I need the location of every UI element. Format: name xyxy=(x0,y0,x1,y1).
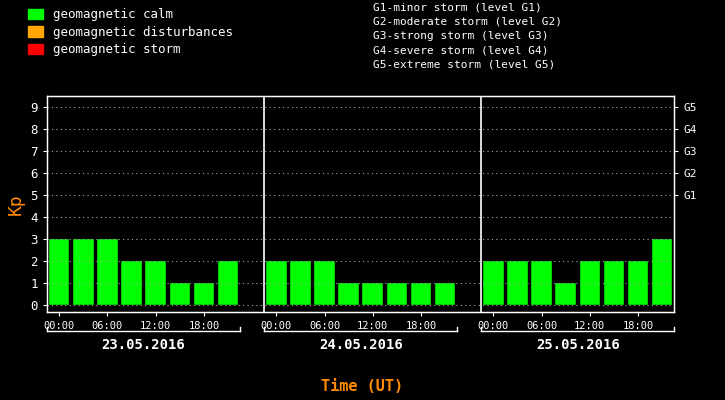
Bar xyxy=(362,283,383,305)
Bar xyxy=(73,239,94,305)
Y-axis label: Kp: Kp xyxy=(7,193,25,215)
Bar xyxy=(604,261,624,305)
Bar xyxy=(531,261,552,305)
Bar xyxy=(97,239,117,305)
Bar xyxy=(121,261,142,305)
Bar xyxy=(411,283,431,305)
Bar xyxy=(49,239,70,305)
Text: G1-minor storm (level G1)
G2-moderate storm (level G2)
G3-strong storm (level G3: G1-minor storm (level G1) G2-moderate st… xyxy=(373,2,563,70)
Bar xyxy=(266,261,286,305)
Bar xyxy=(290,261,310,305)
Bar xyxy=(314,261,335,305)
Bar xyxy=(170,283,190,305)
Bar xyxy=(483,261,504,305)
Text: 24.05.2016: 24.05.2016 xyxy=(319,338,402,352)
Text: 25.05.2016: 25.05.2016 xyxy=(536,338,620,352)
Bar xyxy=(579,261,600,305)
Bar xyxy=(386,283,407,305)
Text: Time (UT): Time (UT) xyxy=(321,379,404,394)
Text: 23.05.2016: 23.05.2016 xyxy=(102,338,186,352)
Bar xyxy=(628,261,648,305)
Bar xyxy=(194,283,214,305)
Bar xyxy=(339,283,359,305)
Bar xyxy=(555,283,576,305)
Legend: geomagnetic calm, geomagnetic disturbances, geomagnetic storm: geomagnetic calm, geomagnetic disturbanc… xyxy=(28,8,233,56)
Bar xyxy=(435,283,455,305)
Bar xyxy=(218,261,239,305)
Bar xyxy=(146,261,166,305)
Bar xyxy=(652,239,673,305)
Bar xyxy=(507,261,528,305)
